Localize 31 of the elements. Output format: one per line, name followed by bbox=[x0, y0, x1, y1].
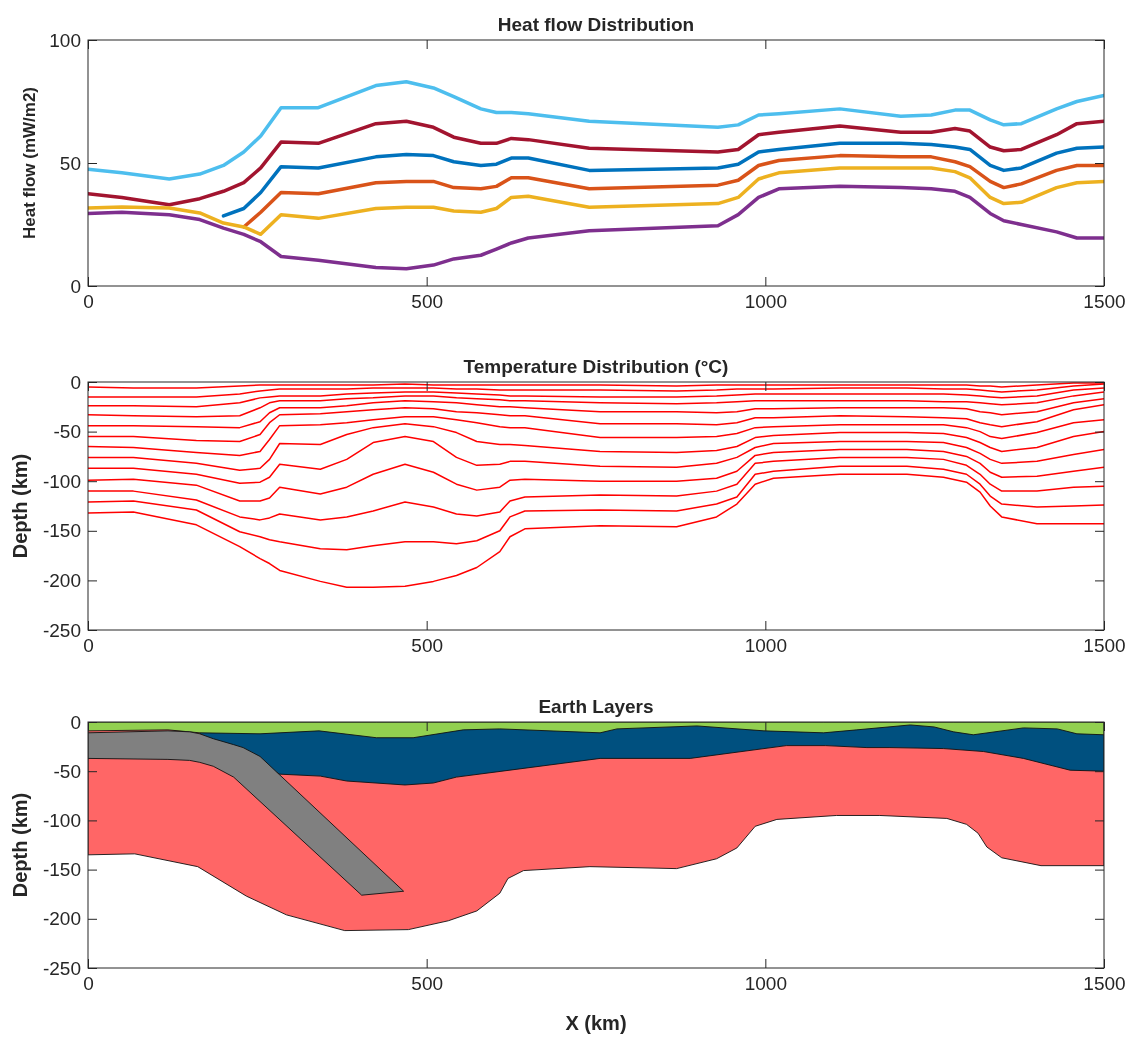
y-tick-label: -50 bbox=[53, 421, 81, 443]
y-tick-label: -150 bbox=[42, 859, 81, 881]
x-tick-label: 1000 bbox=[744, 291, 787, 313]
chart-title: Heat flow Distribution bbox=[497, 14, 695, 35]
y-tick-label: 50 bbox=[59, 152, 81, 174]
chart-title: Earth Layers bbox=[538, 696, 654, 717]
y-tick-label: -100 bbox=[42, 470, 81, 492]
x-tick-label: 1500 bbox=[1083, 635, 1126, 657]
y-tick-label: 0 bbox=[70, 711, 81, 733]
x-axis-title: X (km) bbox=[565, 1012, 627, 1034]
y-tick-label: -250 bbox=[42, 619, 81, 641]
y-tick-label: -150 bbox=[42, 520, 81, 542]
y-axis-title: Depth (km) bbox=[9, 453, 31, 559]
y-axis-title: Heat flow (mW/m2) bbox=[20, 86, 39, 240]
y-tick-label: -50 bbox=[53, 760, 81, 782]
y-tick-label: 0 bbox=[70, 371, 81, 393]
y-tick-label: 100 bbox=[49, 29, 81, 51]
chart-title: Temperature Distribution (°C) bbox=[463, 356, 729, 377]
y-tick-label: -200 bbox=[42, 569, 81, 591]
x-tick-label: 1500 bbox=[1083, 291, 1126, 313]
x-tick-label: 1000 bbox=[744, 635, 787, 657]
x-tick-label: 500 bbox=[411, 635, 444, 657]
x-tick-label: 500 bbox=[411, 973, 444, 995]
x-tick-label: 500 bbox=[411, 291, 444, 313]
y-tick-label: 0 bbox=[70, 275, 81, 297]
x-tick-label: 1500 bbox=[1083, 973, 1126, 995]
x-tick-label: 1000 bbox=[744, 973, 787, 995]
y-axis-title: Depth (km) bbox=[9, 792, 31, 898]
y-tick-label: -100 bbox=[42, 809, 81, 831]
y-tick-label: -200 bbox=[42, 908, 81, 930]
y-tick-label: -250 bbox=[42, 957, 81, 979]
